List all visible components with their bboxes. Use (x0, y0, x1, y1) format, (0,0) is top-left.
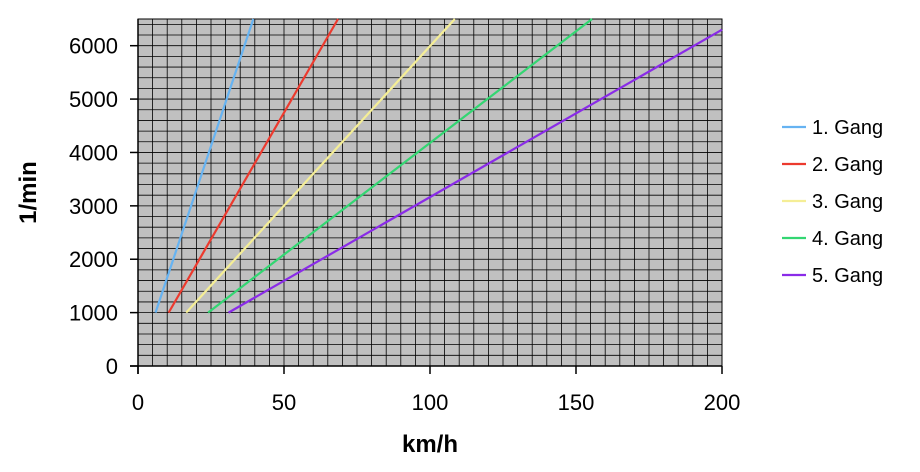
x-tick-label: 150 (558, 390, 595, 415)
legend-item: 5. Gang (782, 265, 883, 287)
axes (130, 19, 722, 374)
y-tick-label: 0 (106, 354, 118, 379)
legend: 1. Gang 2. Gang 3. Gang 4. Gang 5. Gang (782, 117, 883, 287)
legend-label: 4. Gang (812, 228, 883, 250)
series-line-gang-2 (167, 18, 339, 314)
legend-item: 4. Gang (782, 228, 883, 250)
series-lines (154, 18, 723, 314)
y-tick-label: 4000 (69, 140, 118, 165)
series-line-gang-1 (154, 18, 255, 313)
legend-label: 3. Gang (812, 191, 883, 213)
legend-item: 2. Gang (782, 154, 883, 176)
x-tick-label: 200 (704, 390, 741, 415)
series-line-gang-5 (227, 28, 723, 314)
y-tick-label: 1000 (69, 301, 118, 326)
y-tick-label: 2000 (69, 247, 118, 272)
series-line-gang-3 (185, 18, 456, 314)
x-tick-label: 100 (412, 390, 449, 415)
x-axis-title: km/h (402, 431, 458, 458)
x-tick-label: 0 (132, 390, 144, 415)
y-tick-label: 3000 (69, 194, 118, 219)
y-tick-label: 6000 (69, 34, 118, 59)
legend-label: 2. Gang (812, 154, 883, 176)
y-axis-title: 1/min (15, 161, 42, 224)
legend-label: 1. Gang (812, 117, 883, 139)
series-line-gang-4 (207, 18, 593, 314)
grid (137, 18, 723, 367)
x-tick-label: 50 (272, 390, 296, 415)
legend-item: 3. Gang (782, 191, 883, 213)
y-tick-label: 5000 (69, 87, 118, 112)
legend-label: 5. Gang (812, 265, 883, 287)
x-tick-labels: 0 50 100 150 200 (132, 366, 740, 415)
legend-item: 1. Gang (782, 117, 883, 139)
y-tick-labels: 0 1000 2000 3000 4000 5000 6000 (69, 34, 138, 379)
